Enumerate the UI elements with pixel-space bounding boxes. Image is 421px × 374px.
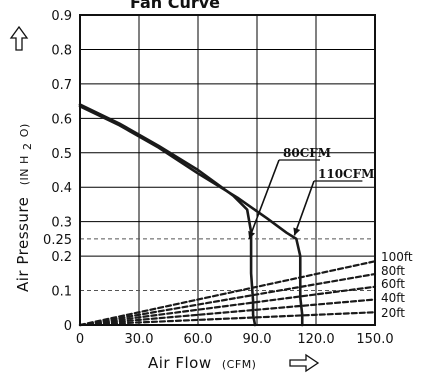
- x-tick-label: 90.0: [243, 332, 272, 347]
- x-tick-label: 150.0: [356, 332, 393, 347]
- series-group: [78, 103, 377, 327]
- callout-arrowhead: [293, 227, 301, 236]
- x-tick-label: 0: [76, 332, 84, 347]
- y-tick-label: 0.5: [51, 147, 72, 162]
- y-axis-unit-end: O): [18, 123, 31, 137]
- right-arrow-icon: [289, 353, 320, 373]
- y-axis-label-text: Air Pressure: [14, 197, 32, 292]
- y-tick-label: 0.25: [43, 233, 72, 248]
- y-tick-labels: 0 0.1 0.2 0.25 0.3 0.4 0.5 0.6 0.7 0.8 0.9: [43, 9, 72, 334]
- series-80cfm-line: [78, 103, 257, 327]
- series-40ft-line: [78, 298, 377, 327]
- y-tick-label: 0.9: [51, 9, 72, 24]
- x-axis-label: Air Flow (CFM): [148, 354, 256, 372]
- callout-label: 110CFM: [318, 167, 374, 181]
- grid: [80, 15, 375, 325]
- resistance-label: 100ft: [381, 250, 413, 264]
- y-tick-label: 0: [64, 319, 72, 334]
- x-axis-label-text: Air Flow: [148, 354, 212, 372]
- series-80ft-line: [78, 272, 377, 327]
- callout-leader: [293, 180, 315, 236]
- series-60ft-line: [78, 285, 377, 327]
- callouts: 80CFM 110CFM: [248, 146, 374, 240]
- series-20ft-line: [78, 311, 377, 327]
- reference-lines: [80, 238, 375, 292]
- resistance-label: 80ft: [381, 264, 405, 278]
- series-100ft-line: [78, 260, 377, 327]
- callout-arrowhead: [248, 230, 256, 239]
- x-tick-label: 120.0: [297, 332, 334, 347]
- callout-label: 80CFM: [283, 146, 331, 160]
- series-110cfm-line: [78, 104, 304, 327]
- chart-title: Fan Curve: [130, 0, 220, 12]
- up-arrow-icon: [9, 25, 29, 51]
- y-axis-unit-sub: 2: [21, 142, 34, 150]
- resistance-label: 40ft: [381, 291, 405, 305]
- y-tick-label: 0.4: [51, 181, 72, 196]
- y-axis-label: Air Pressure (IN H 2 O): [14, 123, 35, 292]
- resistance-label: 20ft: [381, 306, 405, 320]
- y-tick-label: 0.3: [51, 216, 72, 231]
- y-tick-label: 0.8: [51, 43, 72, 58]
- y-tick-label: 0.1: [51, 285, 72, 300]
- x-tick-label: 60.0: [184, 332, 213, 347]
- x-tick-labels: 0 30.0 60.0 90.0 120.0 150.0: [76, 332, 394, 347]
- x-tick-label: 30.0: [125, 332, 154, 347]
- resistance-label: 60ft: [381, 277, 405, 291]
- y-tick-label: 0.6: [51, 112, 72, 127]
- callout-leader: [248, 159, 280, 240]
- y-axis-unit: (IN H: [18, 155, 31, 185]
- y-tick-label: 0.7: [51, 78, 72, 93]
- plot-frame: [79, 14, 376, 326]
- x-axis-unit: (CFM): [222, 358, 257, 371]
- y-tick-label: 0.2: [51, 250, 72, 265]
